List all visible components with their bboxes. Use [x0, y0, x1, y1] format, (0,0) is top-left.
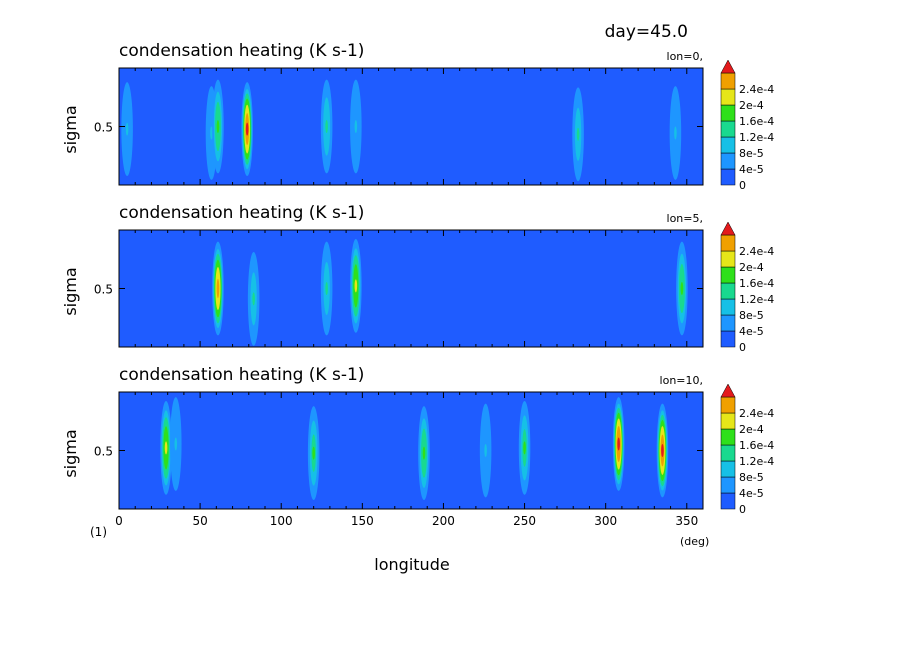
colorbar-label: 4e-5: [739, 325, 764, 338]
heating-contour: [484, 443, 487, 458]
y-tick-label: 0.5: [94, 283, 113, 297]
colorbar-swatch: [720, 298, 736, 316]
colorbar-label: 0: [739, 341, 746, 354]
colorbar-label: 2e-4: [739, 423, 764, 436]
colorbar-label: 1.2e-4: [739, 293, 774, 306]
colorbar-swatch: [720, 444, 736, 462]
heating-contour: [674, 126, 677, 140]
x-tick-label: 200: [432, 514, 455, 528]
heating-contour: [312, 446, 315, 460]
colorbar-swatch: [720, 460, 736, 478]
colorbar-swatch: [720, 330, 736, 348]
colorbar-extend-arrow: [720, 221, 736, 236]
colorbar-swatch: [720, 396, 736, 414]
panel-title: condensation heating (K s-1): [119, 365, 364, 385]
panel-title: condensation heating (K s-1): [119, 203, 364, 223]
x-tick-label: 300: [594, 514, 617, 528]
colorbar-label: 1.2e-4: [739, 131, 774, 144]
heating-contour: [680, 281, 684, 296]
colorbar-label: 2e-4: [739, 261, 764, 274]
heating-cells: [212, 238, 688, 346]
x-tick-label: 100: [270, 514, 293, 528]
heating-contour: [576, 127, 580, 141]
heating-contour: [422, 446, 426, 460]
x-tick-label: 50: [192, 514, 207, 528]
colorbar-label: 0: [739, 179, 746, 192]
y-axis-label: sigma: [61, 429, 80, 477]
colorbar-swatch: [720, 492, 736, 510]
colorbar-label: 2.4e-4: [739, 245, 774, 258]
heating-cells: [160, 397, 669, 501]
colorbar-swatch: [720, 136, 736, 154]
panel-subtitle: lon=10,: [660, 374, 703, 387]
heating-contour: [216, 278, 220, 299]
heating-contour: [252, 292, 255, 306]
colorbar-extend-arrow: [720, 59, 736, 74]
figure-label: (1): [90, 525, 107, 539]
y-axis-label: sigma: [61, 105, 80, 153]
colorbar-label: 8e-5: [739, 471, 764, 484]
heating-contour: [210, 126, 213, 140]
heating-contour: [325, 119, 328, 134]
colorbar-swatch: [720, 234, 736, 252]
colorbar-swatch: [720, 88, 736, 106]
x-axis-label: longitude: [374, 555, 449, 574]
colorbar-label: 1.6e-4: [739, 277, 774, 290]
heating-contour: [216, 119, 220, 134]
x-tick-label: 250: [513, 514, 536, 528]
colorbar-label: 8e-5: [739, 309, 764, 322]
colorbar-label: 2.4e-4: [739, 407, 774, 420]
panel-title: condensation heating (K s-1): [119, 41, 364, 61]
colorbar-label: 2.4e-4: [739, 83, 774, 96]
figure-title: day=45.0: [605, 22, 688, 42]
colorbar-swatch: [720, 120, 736, 138]
colorbar-label: 1.2e-4: [739, 455, 774, 468]
colorbar-swatch: [720, 104, 736, 122]
x-tick-label: 0: [115, 514, 123, 528]
panel-subtitle: lon=5,: [667, 212, 703, 225]
colorbar-label: 0: [739, 503, 746, 516]
panel-background: [119, 392, 703, 509]
colorbar-extend-arrow: [720, 383, 736, 398]
panel-subtitle: lon=0,: [667, 50, 703, 63]
colorbar-swatch: [720, 250, 736, 268]
y-axis-label: sigma: [61, 267, 80, 315]
colorbar-swatch: [720, 152, 736, 170]
colorbar-label: 8e-5: [739, 147, 764, 160]
colorbar-swatch: [720, 412, 736, 430]
x-tick-label: 150: [351, 514, 374, 528]
colorbar-label: 4e-5: [739, 163, 764, 176]
heating-contour: [523, 441, 526, 455]
colorbar-swatch: [720, 314, 736, 332]
x-tick-label: 350: [675, 514, 698, 528]
colorbar-label: 2e-4: [739, 99, 764, 112]
colorbar-label: 1.6e-4: [739, 115, 774, 128]
y-tick-label: 0.5: [94, 445, 113, 459]
heating-contour: [125, 122, 129, 136]
heating-contour: [245, 122, 249, 136]
colorbar-swatch: [720, 476, 736, 494]
heating-contour: [617, 437, 620, 451]
heating-contour: [325, 281, 328, 296]
colorbar-swatch: [720, 266, 736, 284]
colorbar-swatch: [720, 428, 736, 446]
heating-cells: [121, 79, 682, 182]
panel-background: [119, 230, 703, 347]
heating-contour: [164, 441, 168, 455]
heating-contour: [354, 119, 358, 134]
heating-contour: [174, 437, 178, 451]
colorbar-swatch: [720, 168, 736, 186]
colorbar-swatch: [720, 72, 736, 90]
x-unit-label: (deg): [680, 535, 709, 548]
colorbar-swatch: [720, 282, 736, 300]
colorbar-label: 1.6e-4: [739, 439, 774, 452]
heating-contour: [354, 279, 358, 293]
y-tick-label: 0.5: [94, 121, 113, 135]
panels: 0.5 sigma condensation heating (K s-1) lon=…: [61, 41, 774, 528]
heating-contour: [661, 443, 664, 458]
colorbar-label: 4e-5: [739, 487, 764, 500]
